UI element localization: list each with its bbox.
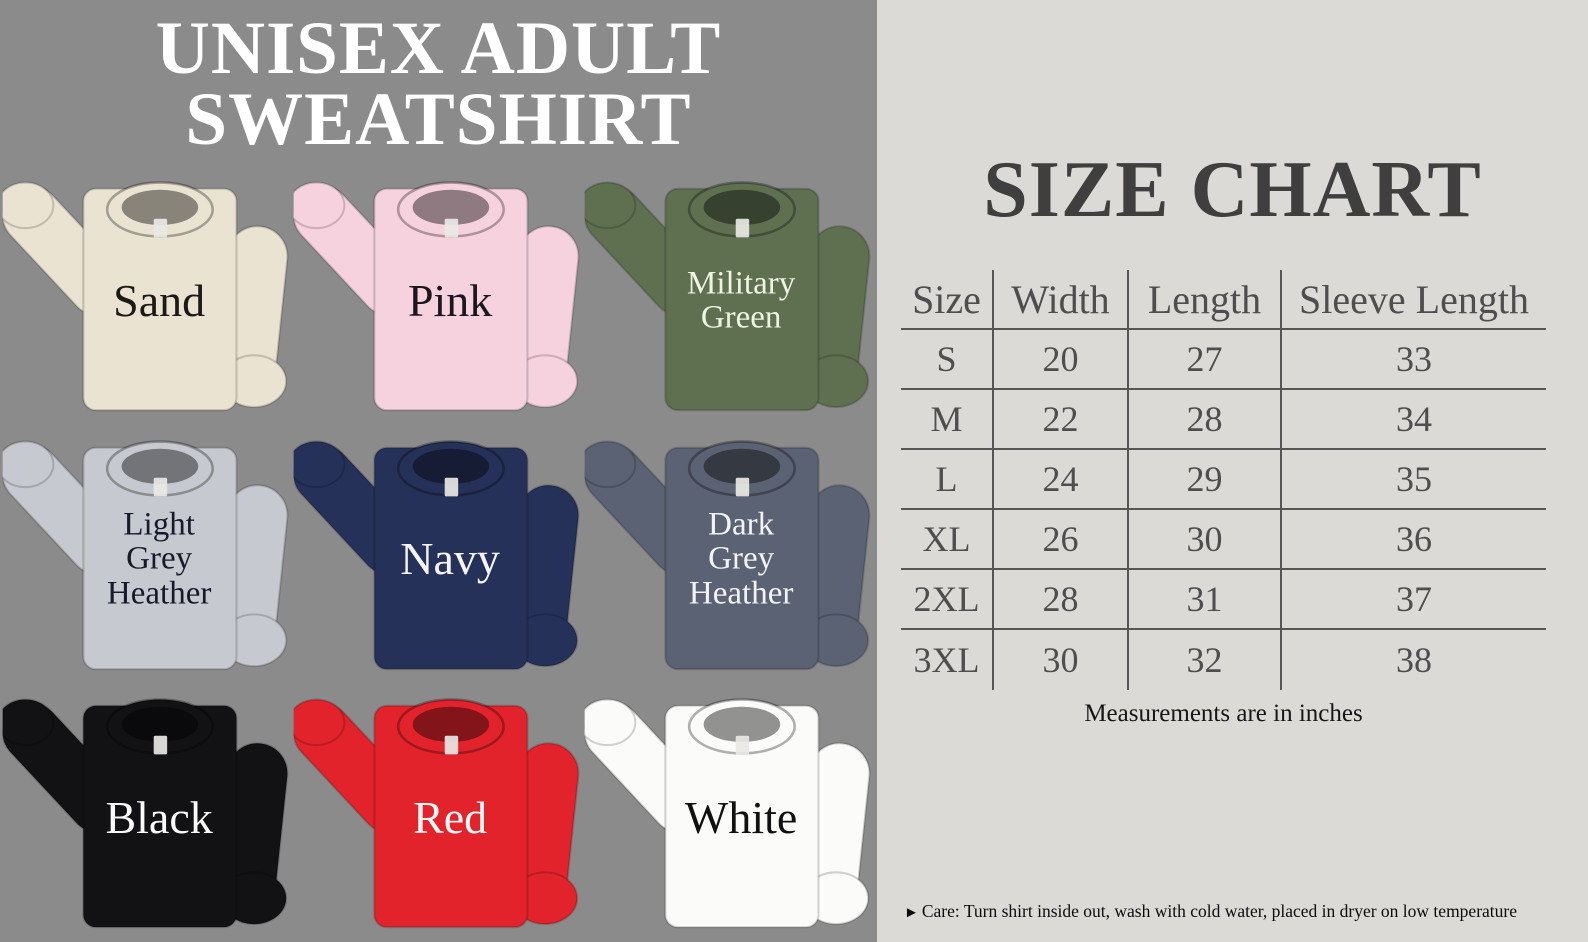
color-label: Pink xyxy=(407,274,493,326)
sleeve-cell: 33 xyxy=(1282,330,1546,390)
width-cell: 22 xyxy=(994,390,1129,450)
sleeve-cell: 37 xyxy=(1282,570,1546,630)
sleeve-cell: 35 xyxy=(1282,450,1546,510)
sweatshirt-tile-navy: Navy xyxy=(293,425,584,684)
care-text: Care: Turn shirt inside out, wash with c… xyxy=(921,901,1517,921)
sweatshirt-tile-light-grey-heather: Light Grey Heather xyxy=(2,425,293,684)
care-instructions: ► Care: Turn shirt inside out, wash with … xyxy=(904,901,1517,922)
measurements-note: Measurements are in inches xyxy=(1084,700,1363,727)
sweatshirt-tile-red: Red xyxy=(293,683,584,942)
color-label: Navy xyxy=(400,533,500,585)
care-arrow-icon: ► xyxy=(904,905,919,921)
size-chart-panel: SIZE CHART Size Width Length Sleeve Leng… xyxy=(877,0,1588,942)
length-cell: 30 xyxy=(1129,510,1282,570)
color-label: Sand xyxy=(113,274,206,326)
color-label: Military Green xyxy=(687,265,796,336)
width-cell: 20 xyxy=(994,330,1129,390)
length-cell: 31 xyxy=(1129,570,1282,630)
sleeve-cell: 36 xyxy=(1282,510,1546,570)
product-title: UNISEX ADULT SWEATSHIRT xyxy=(155,7,722,161)
sleeve-length-col-header: Sleeve Length xyxy=(1282,270,1546,330)
sweatshirt-tile-sand: Sand xyxy=(2,166,293,425)
width-col-header: Width xyxy=(994,270,1129,330)
color-label: Black xyxy=(105,791,213,843)
length-cell: 27 xyxy=(1129,330,1282,390)
sweatshirt-tile-military-green: Military Green xyxy=(584,166,875,425)
size-cell: XL xyxy=(901,510,994,570)
length-cell: 28 xyxy=(1129,390,1282,450)
size-chart-title: SIZE CHART xyxy=(983,146,1482,234)
sleeve-cell: 38 xyxy=(1396,640,1432,680)
size-cell: S xyxy=(901,330,994,390)
length-cell: 32 xyxy=(1129,630,1282,690)
length-col-header: Length xyxy=(1129,270,1282,330)
size-cell: M xyxy=(901,390,994,450)
width-cell: 24 xyxy=(994,450,1129,510)
sweatshirt-tile-white: White xyxy=(584,683,875,942)
width-cell: 30 xyxy=(994,630,1129,690)
width-cell: 26 xyxy=(994,510,1129,570)
color-label: Dark Grey Heather xyxy=(688,506,794,612)
size-cell: L xyxy=(901,450,994,510)
size-cell: 2XL xyxy=(901,570,994,630)
color-label: Light Grey Heather xyxy=(106,506,212,612)
width-cell: 28 xyxy=(994,570,1129,630)
color-grid: Sand Pink Military Green Light Grey Heat… xyxy=(2,166,875,942)
sweatshirt-tile-pink: Pink xyxy=(293,166,584,425)
size-cell: 3XL xyxy=(901,630,994,690)
color-label: Red xyxy=(413,791,488,843)
sleeve-cell: 34 xyxy=(1282,390,1546,450)
size-col-header: Size xyxy=(901,270,994,330)
product-panel: UNISEX ADULT SWEATSHIRT Sand Pink Milita… xyxy=(2,7,875,942)
color-label: White xyxy=(684,791,798,843)
sweatshirt-tile-dark-grey-heather: Dark Grey Heather xyxy=(584,425,875,684)
length-cell: 29 xyxy=(1129,450,1282,510)
size-table: Size Width Length Sleeve Length S 20 27 … xyxy=(901,270,1546,690)
sweatshirt-tile-black: Black xyxy=(2,683,293,942)
